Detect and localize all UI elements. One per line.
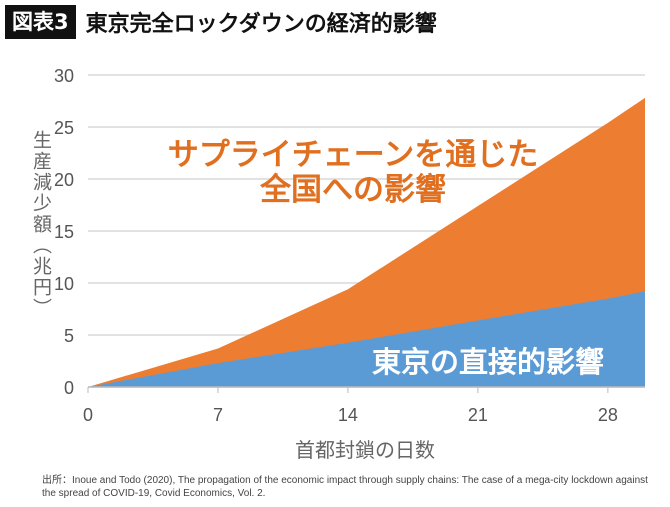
blue-annotation: 東京の直接的影響 bbox=[372, 345, 604, 379]
figure-badge: 図表3 bbox=[5, 5, 76, 39]
orange-annotation-line2: 全国への影響 bbox=[259, 172, 446, 208]
y-tick-label: 15 bbox=[54, 222, 74, 242]
y-tick-label: 10 bbox=[54, 274, 74, 294]
area-series-1 bbox=[88, 97, 645, 387]
x-tick-label: 7 bbox=[213, 405, 223, 425]
y-axis-label: 生産減少額（兆円） bbox=[30, 130, 52, 319]
chart-title: 東京完全ロックダウンの経済的影響 bbox=[85, 12, 437, 37]
y-tick-label: 5 bbox=[64, 326, 74, 346]
y-tick-label: 25 bbox=[54, 118, 74, 138]
x-axis-label: 首都封鎖の日数 bbox=[295, 438, 435, 462]
x-tick-label: 14 bbox=[338, 405, 358, 425]
header: 図表3 東京完全ロックダウンの経済的影響 bbox=[5, 5, 437, 39]
area-series-2 bbox=[88, 291, 645, 387]
y-tick-label: 20 bbox=[54, 170, 74, 190]
y-tick-label: 0 bbox=[64, 378, 74, 398]
source-note: 出所：Inoue and Todo (2020), The propagatio… bbox=[42, 475, 648, 499]
y-tick-label: 30 bbox=[54, 66, 74, 86]
x-tick-label: 28 bbox=[598, 405, 618, 425]
orange-annotation-line1: サプライチェーンを通じた bbox=[168, 137, 538, 173]
x-tick-label: 0 bbox=[83, 405, 93, 425]
x-tick-label: 21 bbox=[468, 405, 488, 425]
